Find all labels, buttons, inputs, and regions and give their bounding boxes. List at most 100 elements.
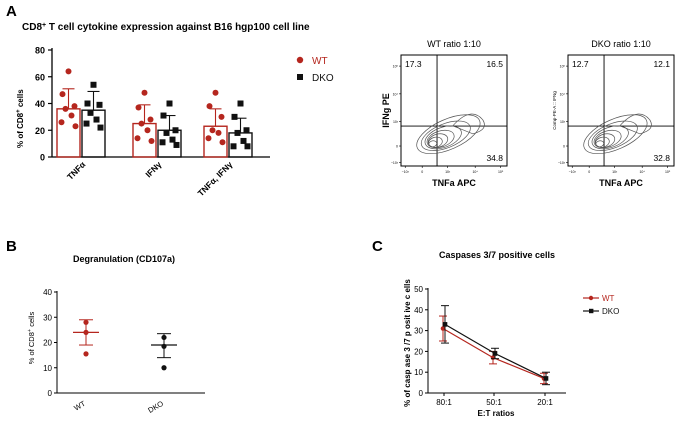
flow-xtick-label: 10⁴ bbox=[639, 170, 645, 174]
panel-b-ytick-label: 40 bbox=[43, 288, 52, 297]
flow-xtick-label: 10³ bbox=[612, 170, 618, 174]
data-point-dko bbox=[84, 100, 91, 107]
panel-a-category-label: IFNγ bbox=[143, 159, 163, 179]
flow-ytick-label: 10⁵ bbox=[393, 65, 399, 69]
panel-c-ytick-label: 20 bbox=[414, 347, 423, 356]
panel-b-ylabel-main: % of CD8 bbox=[27, 332, 36, 364]
panel-b-point-wt bbox=[83, 329, 89, 335]
data-point-wt bbox=[59, 91, 66, 98]
flow-dko-q4-value: 32.8 bbox=[653, 153, 670, 163]
data-point-wt bbox=[215, 129, 222, 136]
flow-dko-q1-value: 12.7 bbox=[572, 59, 589, 69]
main-title-sup: + bbox=[42, 22, 46, 29]
flow-ytick-label: 10⁵ bbox=[560, 65, 566, 69]
panel-b-ytick-label: 30 bbox=[43, 313, 52, 322]
panel-c-legend-marker-dko bbox=[589, 308, 594, 314]
panel-c-line-chart: Caspases 3/7 positive cells % of casp as… bbox=[403, 250, 619, 418]
data-point-dko bbox=[230, 143, 237, 150]
panel-b-point-dko bbox=[161, 334, 167, 341]
data-point-wt bbox=[65, 68, 72, 75]
flow-xtick-label: 10³ bbox=[445, 170, 451, 174]
panel-c-xtick-label: 80:1 bbox=[436, 398, 452, 407]
flow-wt-xlabel: TNFa APC bbox=[432, 178, 476, 188]
data-point-dko bbox=[231, 113, 238, 120]
data-point-dko bbox=[160, 112, 167, 119]
data-point-dko bbox=[96, 101, 103, 108]
data-point-dko bbox=[97, 124, 104, 131]
panel-b-point-dko bbox=[161, 343, 167, 349]
panel-label-a: A bbox=[6, 3, 17, 20]
contour-ring bbox=[591, 125, 629, 150]
flow-xtick-label: 10⁵ bbox=[665, 170, 671, 174]
data-point-dko bbox=[243, 127, 250, 134]
data-point-dko bbox=[173, 141, 180, 148]
flow-dko-title: DKO ratio 1:10 bbox=[591, 39, 651, 49]
panel-b-ylabel-tail: cells bbox=[27, 312, 36, 329]
data-point-wt bbox=[219, 139, 226, 146]
contour-ring bbox=[593, 129, 622, 149]
panel-a-ylabel: % of CD8+ cells bbox=[16, 89, 25, 148]
data-point-dko bbox=[244, 143, 251, 150]
panel-a-ytick-label: 0 bbox=[40, 153, 45, 163]
panel-a-bar-chart: % of CD8+ cells WT DKO 0 20 40 60 80 TNFα IFNγ… bbox=[16, 46, 334, 199]
panel-c-ytick-label: 40 bbox=[414, 306, 423, 315]
panel-b-ylabel: % of CD8+ cells bbox=[27, 312, 36, 365]
flow-ytick-label: 0 bbox=[396, 145, 398, 149]
data-point-dko bbox=[159, 139, 166, 146]
panel-c-ytick-label: 50 bbox=[414, 285, 423, 294]
legend-dko-marker bbox=[297, 74, 303, 80]
data-point-dko bbox=[240, 137, 247, 144]
data-point-wt bbox=[138, 120, 145, 127]
flow-ytick-label: 0 bbox=[563, 145, 565, 149]
data-point-wt bbox=[206, 103, 213, 110]
panel-a-ytick-label: 60 bbox=[35, 72, 45, 82]
data-point-dko bbox=[172, 127, 179, 134]
contour-ring bbox=[587, 120, 638, 151]
contour-ring bbox=[426, 129, 455, 149]
flow-xtick-label: 0 bbox=[588, 170, 590, 174]
contour-ring bbox=[427, 133, 449, 148]
data-point-wt bbox=[218, 113, 225, 120]
panel-c-point-dko bbox=[492, 351, 498, 356]
flow-xtick-label: 10⁵ bbox=[498, 170, 504, 174]
data-point-wt bbox=[71, 103, 78, 110]
contour-ring bbox=[424, 125, 462, 150]
panel-a-ylabel-tail: cells bbox=[16, 89, 25, 110]
flow-wt-q1-value: 17.3 bbox=[405, 59, 422, 69]
flow-ytick-label: −10³ bbox=[558, 161, 566, 165]
flow-plot-wt: WT ratio 1:10 17.3 16.5 34.8 10⁵ 10⁴ 10³ 0 −10³ −… bbox=[381, 39, 508, 188]
legend-wt-label: WT bbox=[312, 56, 328, 67]
panel-c-ytick-label: 30 bbox=[414, 327, 423, 336]
panel-c-xlabel: E:T ratios bbox=[478, 409, 515, 418]
panel-c-ylabel: % of casp ase 3 /7 p osit ive c ells bbox=[403, 279, 412, 407]
flow-wt-frame bbox=[400, 54, 508, 167]
data-point-dko bbox=[166, 100, 173, 107]
panel-c-xtick-label: 20:1 bbox=[537, 398, 553, 407]
panel-b-category-label: DKO bbox=[146, 399, 165, 415]
data-point-wt bbox=[58, 119, 65, 126]
data-point-dko bbox=[90, 81, 97, 88]
data-point-wt bbox=[212, 89, 219, 96]
panel-a-category-label: TNFα bbox=[65, 159, 88, 182]
panel-a-legend: WT DKO bbox=[296, 56, 334, 84]
data-point-dko bbox=[163, 129, 170, 136]
main-title-rest: T cell cytokine expression against B16 h… bbox=[46, 22, 310, 33]
flow-wt-ylabel: IFNg PE bbox=[381, 93, 391, 128]
flow-ytick-label: −10³ bbox=[391, 161, 399, 165]
panel-c-title: Caspases 3/7 positive cells bbox=[439, 250, 555, 260]
panel-a-ylabel-main: % of CD8 bbox=[16, 112, 25, 148]
data-point-wt bbox=[62, 105, 69, 112]
data-point-dko bbox=[87, 109, 94, 116]
data-point-dko bbox=[83, 120, 90, 127]
contour-lobe bbox=[619, 113, 652, 135]
contour-lobe bbox=[452, 113, 485, 135]
panel-b-point-wt bbox=[83, 351, 89, 357]
panel-b-ytick-label: 0 bbox=[48, 389, 53, 398]
data-point-wt bbox=[134, 135, 141, 142]
contour-ring bbox=[594, 133, 616, 148]
panel-a-ytick-label: 40 bbox=[35, 99, 45, 109]
data-point-dko bbox=[93, 116, 100, 123]
flow-ytick-label: 10⁴ bbox=[560, 92, 566, 96]
panel-b-title: Degranulation (CD107a) bbox=[73, 254, 175, 264]
flow-dko-frame bbox=[567, 54, 675, 167]
